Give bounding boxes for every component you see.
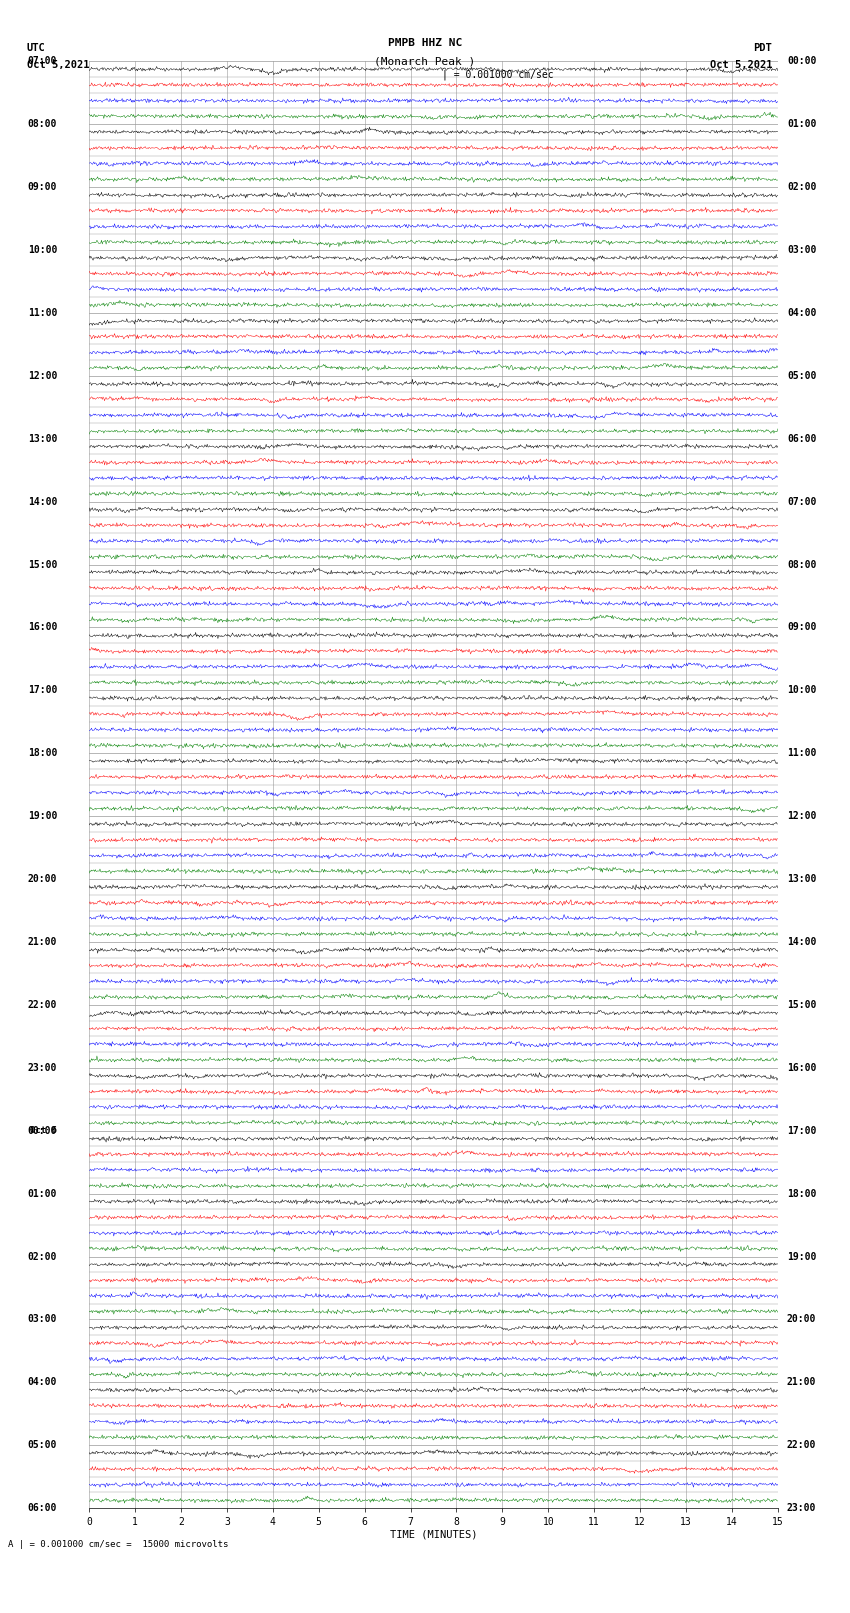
Text: 08:00: 08:00 [28,119,57,129]
Text: 14:00: 14:00 [28,497,57,506]
Text: 20:00: 20:00 [28,874,57,884]
Text: 07:00: 07:00 [28,56,57,66]
Text: 03:00: 03:00 [28,1315,57,1324]
Text: 16:00: 16:00 [28,623,57,632]
Text: 21:00: 21:00 [28,937,57,947]
Text: 05:00: 05:00 [28,1440,57,1450]
X-axis label: TIME (MINUTES): TIME (MINUTES) [390,1531,477,1540]
Text: 23:00: 23:00 [787,1503,816,1513]
Text: A | = 0.001000 cm/sec =  15000 microvolts: A | = 0.001000 cm/sec = 15000 microvolts [8,1540,229,1550]
Text: 14:00: 14:00 [787,937,816,947]
Text: Oct 5,2021: Oct 5,2021 [710,60,772,69]
Text: 11:00: 11:00 [787,748,816,758]
Text: Oct 6: Oct 6 [31,1126,57,1136]
Text: 15:00: 15:00 [28,560,57,569]
Text: 06:00: 06:00 [787,434,816,444]
Text: Oct 5,2021: Oct 5,2021 [26,60,89,69]
Text: 15:00: 15:00 [787,1000,816,1010]
Text: 02:00: 02:00 [787,182,816,192]
Text: 00:00: 00:00 [28,1126,57,1136]
Text: PMPB HHZ NC: PMPB HHZ NC [388,39,462,48]
Text: (Monarch Peak ): (Monarch Peak ) [374,56,476,66]
Text: 13:00: 13:00 [28,434,57,444]
Text: PDT: PDT [753,44,772,53]
Text: 10:00: 10:00 [28,245,57,255]
Text: UTC: UTC [26,44,46,53]
Text: 03:00: 03:00 [787,245,816,255]
Text: 06:00: 06:00 [28,1503,57,1513]
Text: 18:00: 18:00 [787,1189,816,1198]
Text: 04:00: 04:00 [28,1378,57,1387]
Text: 19:00: 19:00 [787,1252,816,1261]
Text: 05:00: 05:00 [787,371,816,381]
Text: 09:00: 09:00 [28,182,57,192]
Text: 22:00: 22:00 [28,1000,57,1010]
Text: 18:00: 18:00 [28,748,57,758]
Text: 07:00: 07:00 [787,497,816,506]
Text: 17:00: 17:00 [787,1126,816,1136]
Text: 02:00: 02:00 [28,1252,57,1261]
Text: 00:00: 00:00 [787,56,816,66]
Text: 16:00: 16:00 [787,1063,816,1073]
Text: 21:00: 21:00 [787,1378,816,1387]
Text: 20:00: 20:00 [787,1315,816,1324]
Text: 10:00: 10:00 [787,686,816,695]
Text: 13:00: 13:00 [787,874,816,884]
Text: 22:00: 22:00 [787,1440,816,1450]
Text: 19:00: 19:00 [28,811,57,821]
Text: 12:00: 12:00 [28,371,57,381]
Text: 23:00: 23:00 [28,1063,57,1073]
Text: 09:00: 09:00 [787,623,816,632]
Text: 08:00: 08:00 [787,560,816,569]
Text: 11:00: 11:00 [28,308,57,318]
Text: | = 0.001000 cm/sec: | = 0.001000 cm/sec [442,69,553,81]
Text: 01:00: 01:00 [28,1189,57,1198]
Text: 12:00: 12:00 [787,811,816,821]
Text: 04:00: 04:00 [787,308,816,318]
Text: 17:00: 17:00 [28,686,57,695]
Text: 01:00: 01:00 [787,119,816,129]
